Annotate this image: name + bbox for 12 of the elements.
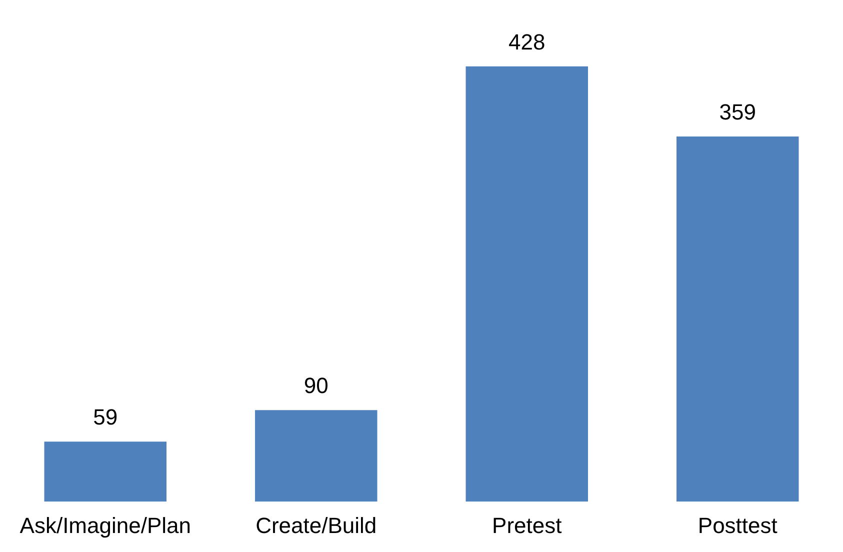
data-label: 428 <box>508 29 546 54</box>
x-tick-label: Pretest <box>492 512 562 538</box>
x-tick-label: Ask/Imagine/Plan <box>20 512 191 538</box>
x-tick-label: Posttest <box>698 512 778 538</box>
data-label: 59 <box>93 404 118 430</box>
bar <box>676 136 799 502</box>
bar <box>255 410 378 502</box>
data-label: 359 <box>719 100 756 125</box>
bar <box>44 442 166 502</box>
x-tick-label: Create/Build <box>256 512 377 538</box>
bar <box>466 66 588 502</box>
data-label: 90 <box>304 373 328 398</box>
